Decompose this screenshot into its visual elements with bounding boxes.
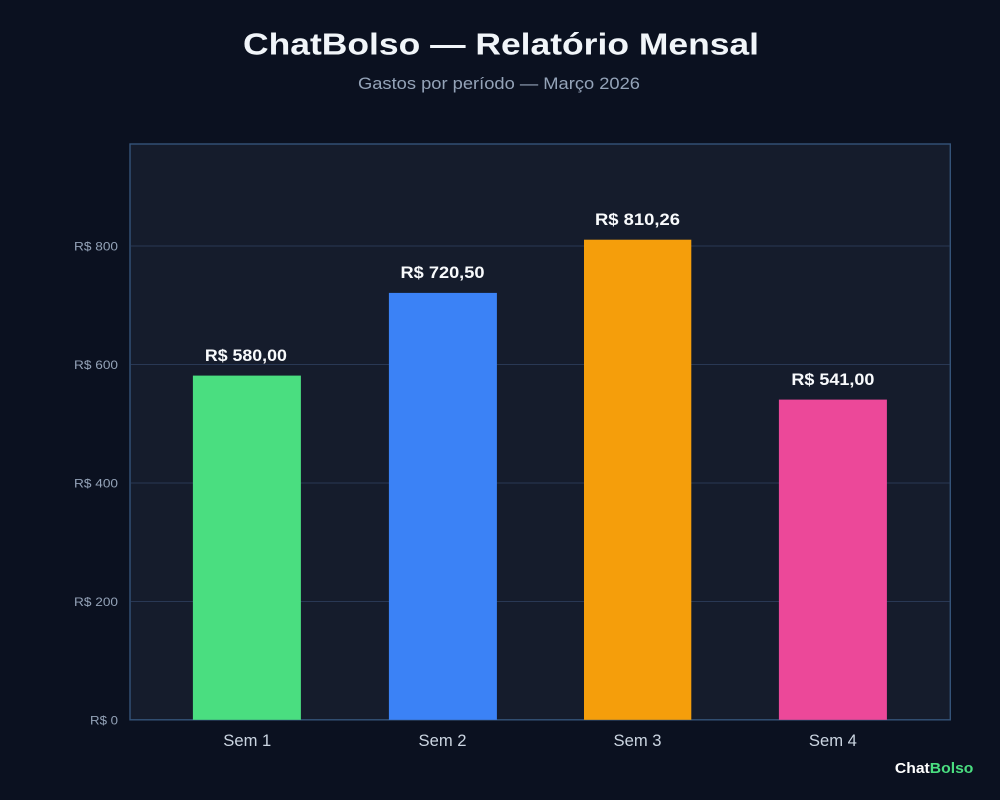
svg-text:R$ 600: R$ 600 [74, 358, 118, 372]
svg-text:R$ 580,00: R$ 580,00 [205, 347, 287, 365]
svg-text:R$ 810,26: R$ 810,26 [595, 211, 680, 229]
svg-text:Gastos por período — Março 202: Gastos por período — Março 2026 [358, 74, 640, 93]
svg-text:ChatBolso — Relatório Mensal: ChatBolso — Relatório Mensal [243, 27, 759, 62]
svg-text:R$ 720,50: R$ 720,50 [401, 264, 485, 282]
svg-text:Sem 4: Sem 4 [809, 732, 857, 750]
svg-text:R$ 800: R$ 800 [74, 239, 118, 253]
svg-text:R$ 0: R$ 0 [90, 713, 118, 727]
svg-text:Sem 1: Sem 1 [223, 732, 271, 750]
svg-text:R$ 541,00: R$ 541,00 [791, 371, 874, 389]
svg-text:Sem 2: Sem 2 [419, 732, 467, 750]
svg-text:Sem 3: Sem 3 [614, 732, 662, 750]
svg-text:R$ 400: R$ 400 [74, 476, 118, 490]
svg-text:R$ 200: R$ 200 [74, 595, 118, 609]
svg-text:ChatBolso: Chat Bolso [895, 761, 974, 777]
